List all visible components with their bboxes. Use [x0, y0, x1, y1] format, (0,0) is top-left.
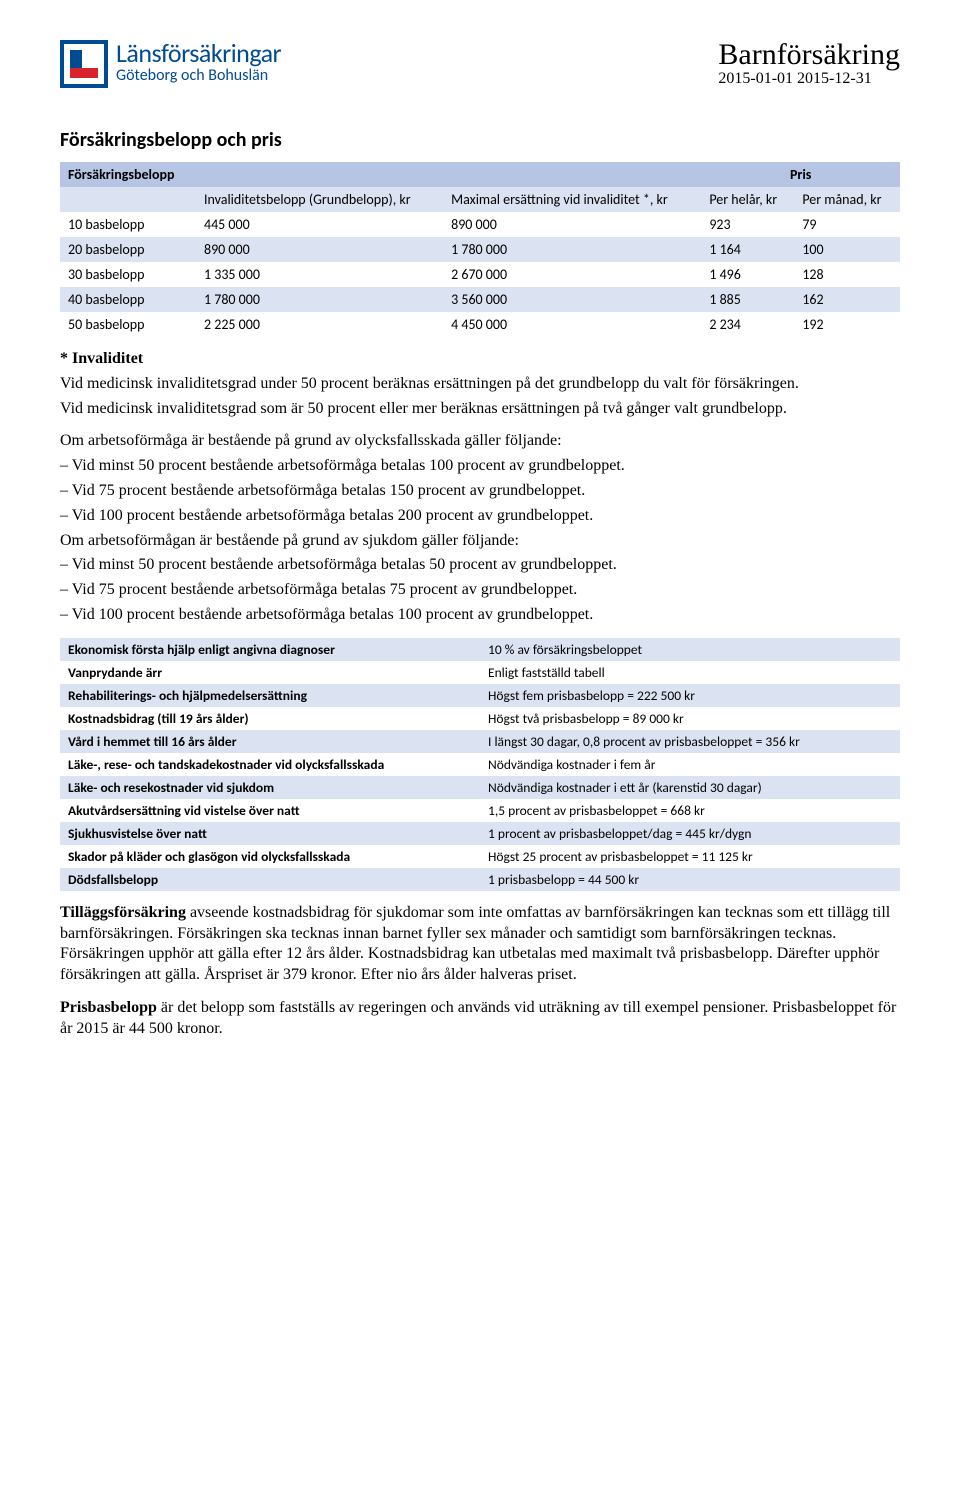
table-cell: 1 780 000	[443, 237, 701, 262]
table-cell: 1 780 000	[196, 287, 443, 312]
benefit-value: Högst fem prisbasbelopp = 222 500 kr	[480, 684, 900, 707]
hdr-forsakringsbelopp: Försäkringsbelopp	[60, 162, 196, 187]
prisbas-bold: Prisbasbelopp	[60, 999, 157, 1016]
section-heading: Försäkringsbelopp och pris	[60, 128, 900, 152]
table-cell: 2 670 000	[443, 262, 701, 287]
arbets-intro1: Om arbetsoförmåga är bestående på grund …	[60, 431, 900, 452]
table-cell: 923	[701, 212, 794, 237]
logo-main-text: Länsförsäkringar	[116, 40, 281, 66]
benefit-value: 1 procent av prisbasbeloppet/dag = 445 k…	[480, 822, 900, 845]
arbets-line: – Vid 100 procent bestående arbetsoförmå…	[60, 506, 900, 527]
hdr-pris: Pris	[701, 162, 900, 187]
arbets-line: – Vid minst 50 procent bestående arbetso…	[60, 555, 900, 576]
col-helar: Per helår, kr	[701, 187, 794, 212]
benefit-value: Högst 25 procent av prisbasbeloppet = 11…	[480, 845, 900, 868]
table-row-label: 20 basbelopp	[60, 237, 196, 262]
benefit-value: Nödvändiga kostnader i ett år (karenstid…	[480, 776, 900, 799]
benefit-label: Sjukhusvistelse över natt	[60, 822, 480, 845]
benefit-label: Vård i hemmet till 16 års ålder	[60, 730, 480, 753]
table-cell: 1 164	[701, 237, 794, 262]
arbets-line: – Vid minst 50 procent bestående arbetso…	[60, 456, 900, 477]
tillagg-block: Tilläggsförsäkring avseende kostnadsbidr…	[60, 903, 900, 986]
doc-dates: 2015-01-01 2015-12-31	[718, 70, 900, 88]
benefit-label: Skador på kläder och glasögon vid olycks…	[60, 845, 480, 868]
table-cell: 1 496	[701, 262, 794, 287]
table-cell: 4 450 000	[443, 312, 701, 337]
benefit-label: Läke- och resekostnader vid sjukdom	[60, 776, 480, 799]
benefit-value: Nödvändiga kostnader i fem år	[480, 753, 900, 776]
benefit-value: Högst två prisbasbelopp = 89 000 kr	[480, 707, 900, 730]
table-cell: 445 000	[196, 212, 443, 237]
benefit-label: Kostnadsbidrag (till 19 års ålder)	[60, 707, 480, 730]
page-header: Länsförsäkringar Göteborg och Bohuslän B…	[60, 40, 900, 88]
col-maximal: Maximal ersättning vid invaliditet *, kr	[443, 187, 701, 212]
price-table: Försäkringsbelopp Pris Invaliditetsbelop…	[60, 162, 900, 337]
table-row-label: 40 basbelopp	[60, 287, 196, 312]
doc-title-block: Barnförsäkring 2015-01-01 2015-12-31	[718, 40, 900, 88]
benefit-value: 10 % av försäkringsbeloppet	[480, 638, 900, 661]
invaliditet-heading: * Invaliditet	[60, 350, 143, 367]
logo-sub-text: Göteborg och Bohuslän	[116, 66, 281, 85]
benefit-label: Dödsfallsbelopp	[60, 868, 480, 891]
arbets-line: – Vid 75 procent bestående arbetsoförmåg…	[60, 481, 900, 502]
benefit-value: 1,5 procent av prisbasbeloppet = 668 kr	[480, 799, 900, 822]
invaliditet-p1: Vid medicinsk invaliditetsgrad under 50 …	[60, 374, 900, 395]
table-row-label: 30 basbelopp	[60, 262, 196, 287]
benefit-value: 1 prisbasbelopp = 44 500 kr	[480, 868, 900, 891]
invaliditet-block: * Invaliditet Vid medicinsk invaliditets…	[60, 349, 900, 419]
prisbas-text: är det belopp som fastställs av regering…	[60, 999, 896, 1037]
table-row-label: 50 basbelopp	[60, 312, 196, 337]
benefit-label: Ekonomisk första hjälp enligt angivna di…	[60, 638, 480, 661]
arbets-intro2: Om arbetsoförmågan är bestående på grund…	[60, 531, 900, 552]
table-cell: 3 560 000	[443, 287, 701, 312]
invaliditet-p2: Vid medicinsk invaliditetsgrad som är 50…	[60, 399, 900, 420]
benefit-label: Läke-, rese- och tandskadekostnader vid …	[60, 753, 480, 776]
table-cell: 1 335 000	[196, 262, 443, 287]
col-invaliditetsbelopp: Invaliditetsbelopp (Grundbelopp), kr	[196, 187, 443, 212]
benefit-value: Enligt fastställd tabell	[480, 661, 900, 684]
logo: Länsförsäkringar Göteborg och Bohuslän	[60, 40, 281, 88]
benefit-value: I längst 30 dagar, 0,8 procent av prisba…	[480, 730, 900, 753]
table-cell: 100	[794, 237, 900, 262]
prisbas-block: Prisbasbelopp är det belopp som faststäl…	[60, 998, 900, 1040]
tillagg-bold: Tilläggsförsäkring	[60, 904, 186, 921]
table-cell: 1 885	[701, 287, 794, 312]
table-cell: 2 234	[701, 312, 794, 337]
table-row-label: 10 basbelopp	[60, 212, 196, 237]
benefit-label: Vanprydande ärr	[60, 661, 480, 684]
table-cell: 2 225 000	[196, 312, 443, 337]
benefit-label: Rehabiliterings- och hjälpmedelsersättni…	[60, 684, 480, 707]
table-cell: 79	[794, 212, 900, 237]
logo-icon	[60, 40, 108, 88]
table-cell: 128	[794, 262, 900, 287]
doc-title: Barnförsäkring	[718, 40, 900, 70]
table-cell: 162	[794, 287, 900, 312]
arbets-line: – Vid 100 procent bestående arbetsoförmå…	[60, 605, 900, 626]
benefit-label: Akutvårdsersättning vid vistelse över na…	[60, 799, 480, 822]
benefits-table: Ekonomisk första hjälp enligt angivna di…	[60, 638, 900, 891]
arbets-line: – Vid 75 procent bestående arbetsoförmåg…	[60, 580, 900, 601]
table-cell: 192	[794, 312, 900, 337]
table-cell: 890 000	[443, 212, 701, 237]
table-cell: 890 000	[196, 237, 443, 262]
col-manad: Per månad, kr	[794, 187, 900, 212]
arbetsoformaga-block: Om arbetsoförmåga är bestående på grund …	[60, 431, 900, 625]
